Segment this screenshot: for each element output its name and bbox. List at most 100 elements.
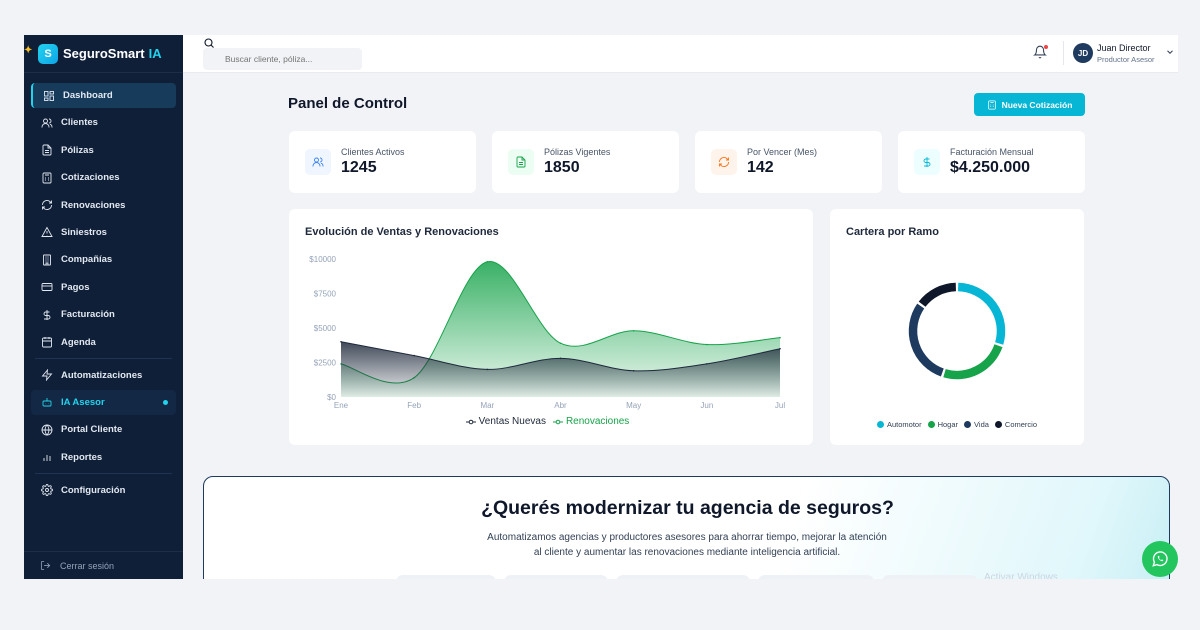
avatar[interactable]: JD: [1073, 43, 1093, 63]
data-point-ventas-nuevas[interactable]: [779, 347, 781, 350]
search-input[interactable]: [203, 48, 362, 70]
sidebar-item-clientes[interactable]: Clientes: [31, 110, 176, 135]
data-point-ventas-nuevas[interactable]: [486, 368, 489, 371]
whatsapp-button[interactable]: [1142, 541, 1178, 577]
stat-value: 1245: [341, 159, 377, 176]
logout-button[interactable]: Cerrar sesión: [24, 551, 183, 579]
sidebar-item-cotizaciones[interactable]: Cotizaciones: [31, 165, 176, 190]
sidebar-item-ia-asesor[interactable]: IA Asesor: [31, 389, 176, 415]
brand[interactable]: ✦ S SeguroSmart IA: [24, 35, 183, 73]
banner-title: ¿Querés modernizar tu agencia de seguros…: [481, 497, 894, 519]
data-point-renovaciones[interactable]: [632, 329, 635, 332]
y-tick-label: $2500: [314, 359, 337, 368]
portfolio-title: Cartera por Ramo: [846, 226, 939, 238]
data-point-ventas-nuevas[interactable]: [632, 369, 635, 372]
sidebar-item-label: Renovaciones: [61, 199, 126, 211]
legend-item-ventas-nuevas[interactable]: Ventas Nuevas: [465, 416, 546, 427]
data-point-renovaciones[interactable]: [559, 342, 562, 344]
logout-label: Cerrar sesión: [60, 560, 115, 571]
divider: [1063, 41, 1064, 65]
bell-icon[interactable]: [1033, 45, 1047, 59]
sidebar-item-pagos[interactable]: Pagos: [31, 275, 176, 300]
chevron-down-icon[interactable]: [1165, 47, 1175, 57]
sidebar-item-automatizaciones[interactable]: Automatizaciones: [31, 363, 176, 388]
globe-icon: [40, 423, 54, 437]
new-quote-button[interactable]: Nueva Cotización: [974, 93, 1085, 116]
legend-label: Hogar: [937, 420, 959, 429]
series-area-renovaciones: [341, 261, 780, 397]
stat-value: 1850: [544, 159, 580, 176]
calendar-icon: [40, 335, 54, 349]
status-dot: [163, 399, 168, 405]
sidebar-item-polizas[interactable]: Pólizas: [31, 138, 176, 163]
legend-item-vida[interactable]: Vida: [964, 420, 989, 429]
data-point-renovaciones[interactable]: [779, 336, 781, 339]
bar-chart-icon: [40, 450, 54, 464]
sidebar-item-dashboard[interactable]: Dashboard: [31, 83, 176, 108]
legend-item-hogar[interactable]: Hogar: [927, 420, 959, 429]
gear-icon: [40, 483, 54, 497]
x-tick-label: Abr: [554, 401, 567, 410]
data-point-ventas-nuevas[interactable]: [559, 357, 562, 360]
series-area-ventas-nuevas: [341, 341, 780, 397]
sidebar-item-label: Pólizas: [61, 144, 94, 156]
legend-dot: [964, 421, 972, 428]
stat-card-por-vencer-mes: Por Vencer (Mes) 142: [695, 131, 882, 193]
users-icon: [40, 116, 54, 130]
x-tick-label: Jul: [775, 401, 785, 410]
sidebar-item-reportes[interactable]: Reportes: [31, 445, 176, 470]
sales-chart-card: Evolución de Ventas y Renovaciones $0 $25…: [289, 209, 813, 445]
sidebar-item-label: Dashboard: [63, 90, 113, 101]
donut-slice-comercio[interactable]: [918, 282, 957, 307]
sidebar-item-label: IA Asesor: [61, 396, 105, 408]
sidebar-item-label: Pagos: [61, 281, 90, 293]
lightning-icon: [40, 368, 54, 382]
sidebar-item-label: Configuración: [61, 484, 126, 496]
legend-item-automotor[interactable]: Automotor: [876, 420, 922, 429]
sidebar: ✦ S SeguroSmart IA Dashboard Clientes Póliz…: [24, 35, 183, 579]
page-background: [0, 579, 1200, 630]
sidebar-item-renovaciones[interactable]: Renovaciones: [31, 193, 176, 218]
stat-value: $4.250.000: [950, 159, 1031, 176]
donut-legend: Automotor Hogar Vida Comercio: [830, 420, 1084, 429]
sidebar-item-agenda[interactable]: Agenda: [31, 330, 176, 355]
search-icon: [204, 38, 214, 48]
legend-label: Comercio: [1004, 420, 1038, 429]
sidebar-item-label: Clientes: [61, 117, 98, 129]
alert-triangle-icon: [40, 225, 54, 239]
sidebar-item-label: Facturación: [61, 309, 115, 321]
sidebar-item-companias[interactable]: Compañías: [31, 247, 176, 272]
activation-watermark: Activar Windows: [984, 572, 1058, 583]
document-icon: [508, 149, 534, 175]
y-tick-label: $7500: [314, 290, 337, 299]
data-point-ventas-nuevas[interactable]: [340, 341, 342, 343]
data-point-renovaciones[interactable]: [486, 260, 489, 263]
calculator-icon: [987, 99, 996, 110]
page-title: Panel de Control: [288, 95, 408, 112]
sidebar-item-siniestros[interactable]: Siniestros: [31, 220, 176, 245]
promo-banner: ¿Querés modernizar tu agencia de seguros…: [203, 476, 1170, 596]
donut-slice-hogar[interactable]: [943, 344, 1003, 380]
sidebar-item-facturacion[interactable]: Facturación: [31, 302, 176, 327]
legend-item-renovaciones[interactable]: Renovaciones: [552, 416, 629, 427]
legend-marker-icon: [552, 419, 563, 424]
logout-icon: [40, 560, 51, 571]
stat-label: Clientes Activos: [341, 147, 405, 157]
donut-slice-automotor[interactable]: [957, 282, 1006, 345]
data-point-renovaciones[interactable]: [706, 343, 708, 346]
data-point-ventas-nuevas[interactable]: [706, 363, 708, 365]
portfolio-donut-chart: [908, 282, 1006, 380]
brand-logo: ✦ S: [24, 43, 58, 64]
sales-area-chart: $0 $2500 $5000 $7500 $10000 Ene Feb Mar Abr May Ju…: [309, 255, 785, 410]
donut-slice-vida[interactable]: [908, 303, 944, 377]
credit-card-icon: [40, 280, 54, 294]
sidebar-item-portal-cliente[interactable]: Portal Cliente: [31, 417, 176, 442]
refresh-icon: [711, 149, 737, 175]
x-tick-label: May: [626, 401, 641, 410]
chart-legend: Ventas Nuevas Renovaciones: [289, 416, 813, 427]
sidebar-item-configuracion[interactable]: Configuración: [31, 478, 176, 503]
sales-chart-title: Evolución de Ventas y Renovaciones: [305, 226, 499, 238]
legend-item-comercio[interactable]: Comercio: [994, 420, 1038, 429]
data-point-ventas-nuevas[interactable]: [413, 354, 415, 357]
stat-label: Facturación Mensual: [950, 147, 1034, 157]
